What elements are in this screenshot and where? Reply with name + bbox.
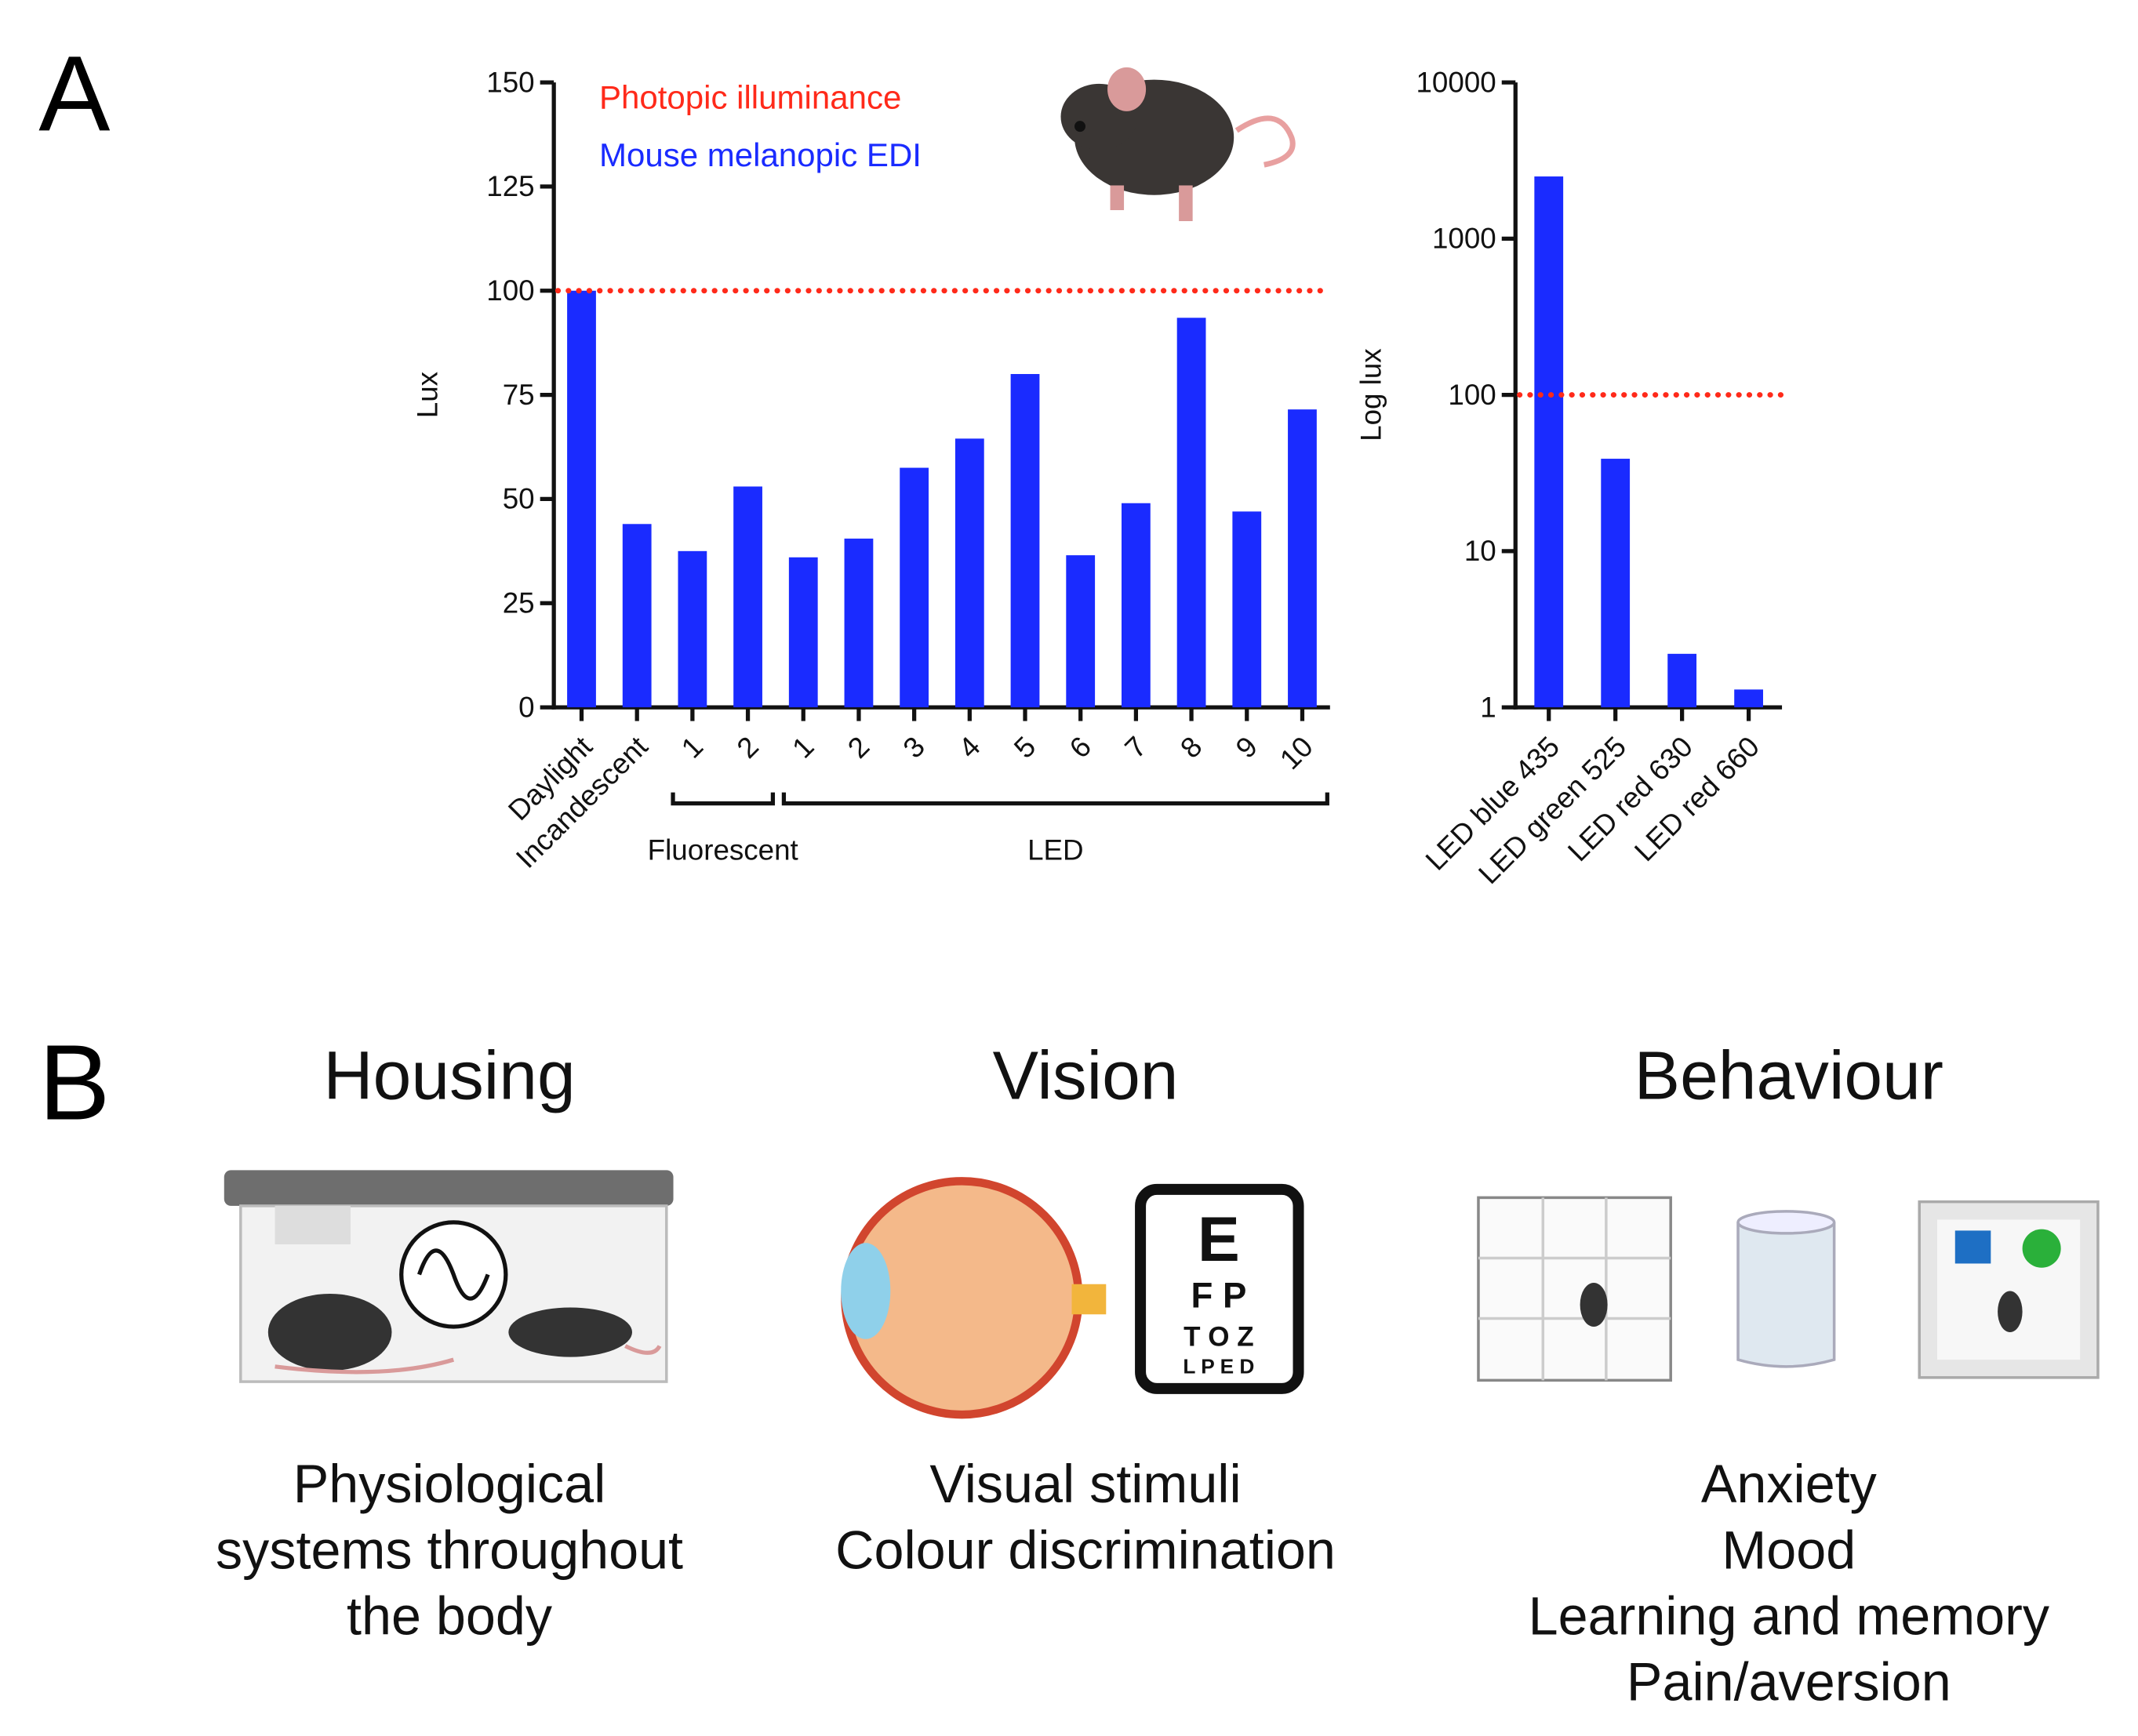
- x-tick-label: 2: [731, 730, 765, 764]
- legend-entry: Photopic illuminance: [599, 78, 901, 115]
- group-label: Fluorescent: [648, 833, 798, 866]
- svg-text:L P E D: L P E D: [1183, 1355, 1254, 1378]
- eye-illustration: E F P T O Z L P E D: [841, 1177, 1304, 1419]
- panel-label: A: [38, 33, 110, 153]
- column-caption: Pain/aversion: [1627, 1652, 1951, 1712]
- mouse-illustration: [1060, 67, 1296, 222]
- y-tick-label: 25: [503, 587, 535, 619]
- bar: [788, 557, 818, 708]
- x-tick-label: 7: [1118, 730, 1152, 764]
- bar: [844, 538, 874, 708]
- y-tick-label: 10: [1464, 535, 1496, 567]
- column-title: Behaviour: [1634, 1037, 1943, 1113]
- bar: [1121, 503, 1151, 708]
- column-caption: Physiological: [293, 1455, 606, 1514]
- x-tick-label: 5: [1008, 730, 1042, 764]
- x-tick-label: 2: [842, 730, 875, 764]
- bar: [1734, 689, 1763, 708]
- x-tick-label: 10: [1274, 730, 1319, 775]
- y-tick-label: 75: [503, 379, 535, 411]
- y-axis-label: Lux: [411, 372, 443, 418]
- group-bracket: [671, 792, 776, 806]
- column-caption: Colour discrimination: [835, 1520, 1336, 1580]
- y-tick-label: 0: [518, 691, 534, 723]
- bar: [1534, 176, 1564, 708]
- group-bracket: [781, 792, 1329, 806]
- x-tick-label: 1: [675, 730, 709, 764]
- y-tick-label: 1: [1480, 691, 1496, 723]
- column-title: Housing: [323, 1037, 575, 1113]
- column-caption: systems throughout: [216, 1520, 683, 1580]
- column-caption: Learning and memory: [1529, 1586, 2050, 1646]
- bar: [567, 290, 596, 708]
- cage-illustration: [224, 1170, 674, 1383]
- y-tick-label: 100: [1448, 379, 1496, 411]
- y-tick-label: 125: [486, 170, 534, 202]
- bar: [900, 467, 929, 708]
- x-tick-label: 4: [952, 730, 986, 764]
- bar: [678, 550, 707, 708]
- x-tick-label: 1: [786, 730, 820, 764]
- x-tick-label: 3: [897, 730, 931, 764]
- y-tick-label: 1000: [1432, 223, 1496, 255]
- column-caption: Visual stimuli: [929, 1455, 1241, 1514]
- bar: [1232, 511, 1262, 708]
- legend-entry: Mouse melanopic EDI: [599, 136, 922, 173]
- x-tick-label: 8: [1174, 730, 1208, 764]
- bar: [1010, 374, 1040, 708]
- svg-text:F P: F P: [1191, 1276, 1247, 1316]
- bar: [1667, 653, 1697, 708]
- bar: [1288, 409, 1317, 708]
- panel-label: B: [38, 1022, 110, 1142]
- column-caption: the body: [347, 1586, 553, 1646]
- bar: [1066, 555, 1096, 708]
- bar: [1176, 318, 1206, 708]
- svg-text:E: E: [1198, 1204, 1240, 1275]
- y-tick-label: 100: [486, 274, 534, 307]
- column-caption: Mood: [1722, 1520, 1856, 1580]
- bar: [1601, 459, 1631, 708]
- bar: [622, 524, 652, 708]
- y-tick-label: 150: [486, 66, 534, 98]
- column-caption: Anxiety: [1701, 1455, 1878, 1514]
- behaviour-illustration: [1477, 1196, 2100, 1382]
- bar: [733, 486, 762, 708]
- bar: [954, 438, 984, 708]
- x-tick-label: 6: [1064, 730, 1097, 764]
- svg-text:T O Z: T O Z: [1184, 1322, 1253, 1353]
- column-title: Vision: [993, 1037, 1179, 1113]
- y-axis-label: Log lux: [1355, 348, 1387, 441]
- y-tick-label: 50: [503, 483, 535, 515]
- y-tick-label: 10000: [1416, 66, 1496, 98]
- x-tick-label: 9: [1230, 730, 1264, 764]
- group-label: LED: [1027, 833, 1084, 866]
